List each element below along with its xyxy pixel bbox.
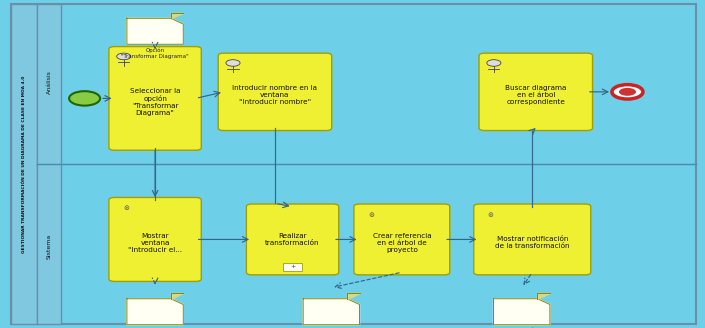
FancyBboxPatch shape xyxy=(109,47,202,150)
Polygon shape xyxy=(537,293,550,299)
FancyBboxPatch shape xyxy=(479,53,592,131)
Polygon shape xyxy=(127,299,183,325)
Polygon shape xyxy=(347,293,360,299)
Polygon shape xyxy=(171,12,183,18)
Text: Realizar
transformación: Realizar transformación xyxy=(265,233,320,246)
Circle shape xyxy=(612,85,643,99)
Text: ⊛: ⊛ xyxy=(123,205,129,211)
Polygon shape xyxy=(303,299,360,325)
Text: Seleccionar la
opción
"Transformar
Diagrama": Seleccionar la opción "Transformar Diagr… xyxy=(130,88,180,116)
Text: Buscar diagrama
en el árbol
correspondiente: Buscar diagrama en el árbol correspondie… xyxy=(505,85,567,105)
FancyBboxPatch shape xyxy=(283,263,302,271)
FancyBboxPatch shape xyxy=(37,4,61,324)
Polygon shape xyxy=(493,299,550,325)
Text: +: + xyxy=(290,264,295,270)
Text: GESTIONAR TRANSFORMACIÓN DE UN DIAGRAMA DE CLASE EN MOA 4.0: GESTIONAR TRANSFORMACIÓN DE UN DIAGRAMA … xyxy=(22,75,26,253)
FancyBboxPatch shape xyxy=(109,197,202,281)
FancyBboxPatch shape xyxy=(219,53,332,131)
Circle shape xyxy=(117,53,131,60)
Text: Mostrar notificación
de la transformación: Mostrar notificación de la transformació… xyxy=(495,236,570,249)
Text: Introducir nombre en la
ventana
"Introducir nombre": Introducir nombre en la ventana "Introdu… xyxy=(233,85,317,105)
FancyBboxPatch shape xyxy=(354,204,450,275)
FancyBboxPatch shape xyxy=(474,204,591,275)
Text: Crear referencia
en el árbol de
proyecto: Crear referencia en el árbol de proyecto xyxy=(372,233,431,253)
FancyBboxPatch shape xyxy=(247,204,339,275)
Text: ⊛: ⊛ xyxy=(368,212,374,218)
Circle shape xyxy=(487,60,501,66)
FancyBboxPatch shape xyxy=(11,4,696,324)
Circle shape xyxy=(619,88,636,96)
FancyBboxPatch shape xyxy=(11,4,37,324)
Polygon shape xyxy=(171,293,183,299)
Text: Análisis: Análisis xyxy=(47,70,52,94)
Circle shape xyxy=(226,60,240,66)
Circle shape xyxy=(69,91,100,106)
Text: ⊛: ⊛ xyxy=(488,212,493,218)
Text: Mostrar
ventana
"Introducir el...: Mostrar ventana "Introducir el... xyxy=(128,233,182,253)
Text: Opción
"Transformar Diagrama": Opción "Transformar Diagrama" xyxy=(121,48,189,59)
Polygon shape xyxy=(127,18,183,44)
Text: Sistema: Sistema xyxy=(47,234,52,258)
